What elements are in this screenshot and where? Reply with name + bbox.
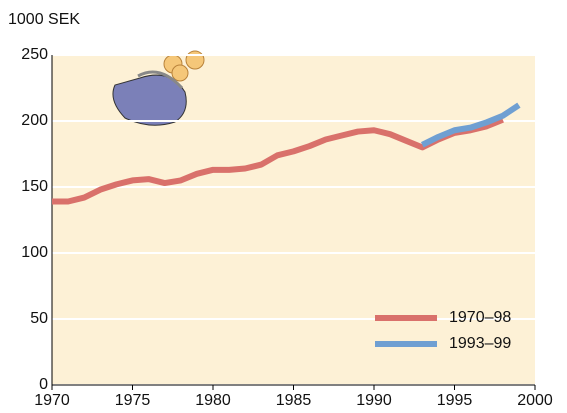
- x-tick-label: 2000: [517, 392, 553, 409]
- x-tick-label: 1970: [34, 392, 70, 409]
- x-tick-label: 1980: [195, 392, 231, 409]
- y-axis-label: 1000 SEK: [8, 11, 80, 28]
- y-tick-label: 50: [30, 310, 48, 327]
- legend-label: 1970–98: [449, 309, 511, 326]
- legend-label: 1993–99: [449, 335, 511, 352]
- y-tick-label: 200: [21, 112, 48, 129]
- x-tick-label: 1975: [115, 392, 151, 409]
- y-tick-label: 250: [21, 46, 48, 63]
- y-tick-label: 150: [21, 178, 48, 195]
- x-tick-label: 1995: [437, 392, 473, 409]
- x-tick-label: 1985: [276, 392, 312, 409]
- y-tick-label: 100: [21, 244, 48, 261]
- chart: 1000 SEK 0 50 100 150 200 250 1970 1975 1980 1985…: [0, 0, 567, 413]
- x-tick-label: 1990: [356, 392, 392, 409]
- y-tick-label: 0: [39, 376, 48, 393]
